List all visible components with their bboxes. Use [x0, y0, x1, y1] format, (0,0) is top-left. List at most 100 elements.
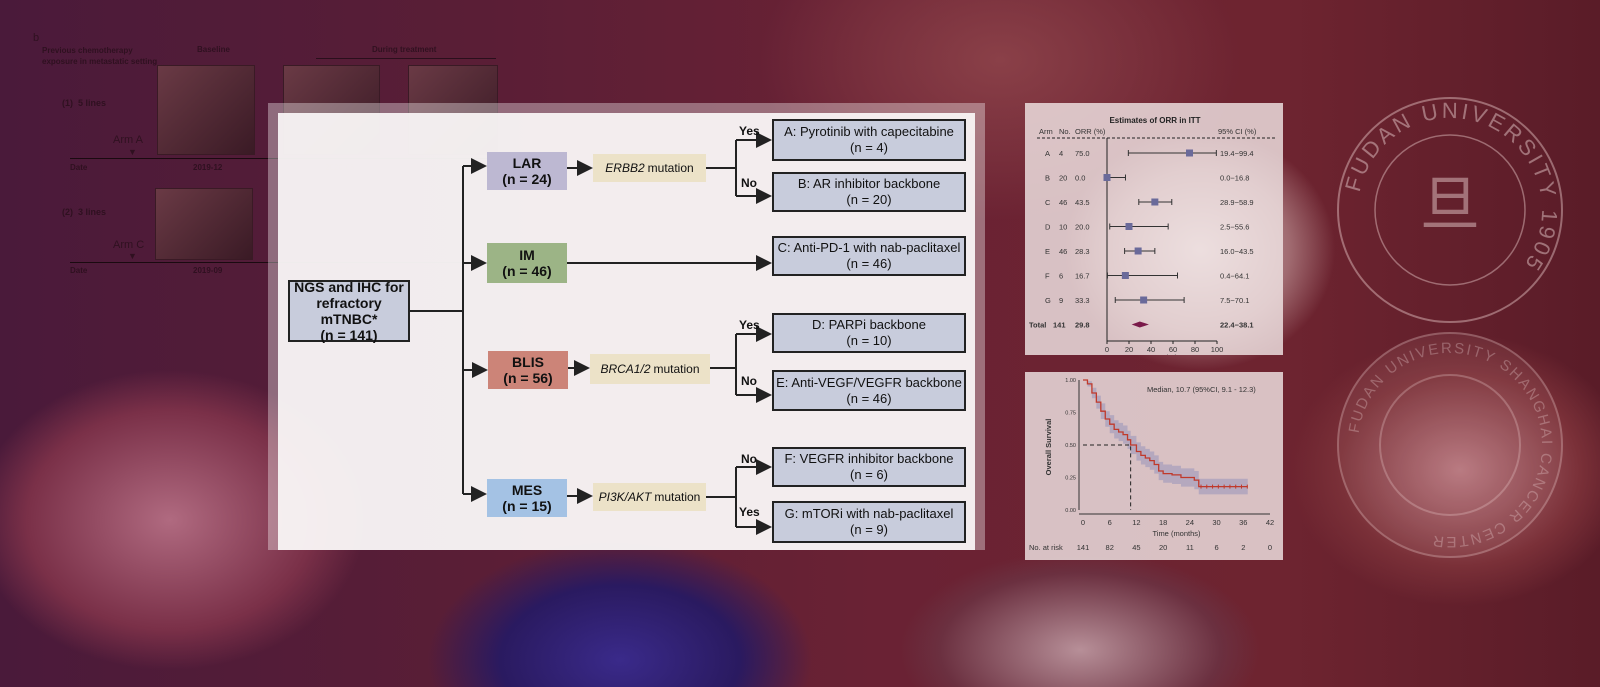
row-arm: Total: [1029, 321, 1046, 330]
x-tick-label: 6: [1108, 518, 1112, 527]
row-orr: 16.7: [1075, 272, 1090, 281]
arm-e-box: E: Anti-VEGF/VEGFR backbone (n = 46): [772, 370, 966, 411]
y-tick-label: 0.50: [1065, 443, 1076, 449]
row-orr: 43.5: [1075, 198, 1090, 207]
row-orr: 33.3: [1075, 296, 1090, 305]
root-node-ngs-ihc: NGS and IHC for refractory mTNBC* (n = 1…: [288, 279, 410, 343]
row-index: (1) 5 lines: [62, 98, 107, 108]
row-no: 4: [1059, 149, 1063, 158]
mutation-brca: BRCA1/2 mutation: [590, 354, 710, 384]
y-tick-label: 0.75: [1065, 411, 1076, 417]
median-annotation: Median, 10.7 (95%CI, 9.1 - 12.3): [1147, 385, 1256, 394]
subtype-lar: LAR (n = 24): [487, 152, 567, 190]
subtype-count: (n = 15): [502, 498, 552, 514]
branch-yes: Yes: [739, 124, 760, 138]
row-ci: 16.0−43.5: [1220, 247, 1254, 256]
triangle-marker-icon: ▼: [128, 147, 137, 157]
x-axis-label: Time (months): [1152, 529, 1201, 538]
median-reference-line: [1083, 444, 1132, 510]
x-tick-label: 18: [1159, 518, 1167, 527]
row-orr: 75.0: [1075, 149, 1090, 158]
forest-plot-panel: Estimates of ORR in ITT Arm No. ORR (%) 95% …: [1025, 103, 1283, 362]
arm-f-box: F: VEGFR inhibitor backbone (n = 6): [772, 447, 966, 487]
ct-scan-image: [157, 65, 255, 155]
arm-label: A: Pyrotinib with capecitabine: [784, 124, 954, 139]
ct-scan-image: [155, 188, 253, 260]
baseline-label: Baseline: [197, 45, 230, 54]
row-index: (2) 3 lines: [62, 207, 107, 217]
subtype-count: (n = 24): [502, 171, 552, 187]
triangle-marker-icon: ▼: [128, 251, 137, 261]
y-axis-label: Overall Survival: [1044, 419, 1053, 476]
column-header: 95% CI (%): [1218, 127, 1257, 136]
subtype-name: IM: [519, 247, 535, 263]
forest-plot: Estimates of ORR in ITT Arm No. ORR (%) 95% …: [1029, 116, 1275, 362]
root-line2: refractory mTNBC*: [316, 295, 382, 327]
date-value: 2019-12: [193, 163, 223, 172]
at-risk-count: 82: [1106, 543, 1114, 552]
arm-d-box: D: PARPi backbone (n = 10): [772, 313, 966, 353]
fudan-university-seal-logo: FUDAN UNIVERSITY 1905 旦: [1337, 97, 1563, 323]
at-risk-count: 2: [1241, 543, 1245, 552]
arm-count: (n = 6): [850, 467, 888, 482]
gene-name: ERBB2: [605, 161, 645, 175]
point-estimate: [1121, 272, 1129, 279]
subtype-name: LAR: [512, 155, 542, 171]
subtype-name: MES: [511, 482, 543, 498]
root-count: (n = 141): [320, 327, 378, 343]
subtype-mes: MES (n = 15): [487, 479, 567, 517]
branch-no: No: [741, 176, 757, 190]
x-tick-label: 36: [1239, 518, 1247, 527]
row-ci: 0.0−16.8: [1220, 174, 1249, 183]
mutation-erbb2: ERBB2 mutation: [593, 154, 706, 182]
total-diamond: [1131, 321, 1149, 328]
subtype-count: (n = 56): [503, 370, 553, 386]
y-tick-label: 1.00: [1065, 378, 1076, 384]
row-arm: G: [1045, 296, 1051, 305]
during-treatment-label: During treatment: [372, 45, 437, 54]
x-axis-label: ORR (%): [1147, 353, 1178, 355]
point-estimate: [1186, 149, 1193, 157]
at-risk-count: 20: [1159, 543, 1167, 552]
row-no: 46: [1059, 198, 1067, 207]
at-risk-count: 0: [1268, 543, 1272, 552]
arm-b-box: B: AR inhibitor backbone (n = 20): [772, 172, 966, 212]
row-ci: 19.4−99.4: [1220, 149, 1254, 158]
arm-count: (n = 46): [846, 390, 892, 406]
date-label: Date: [70, 266, 88, 275]
y-tick-label: 0.00: [1065, 508, 1076, 514]
arm-count: (n = 4): [850, 140, 888, 155]
chart-title: Estimates of ORR in ITT: [1109, 116, 1200, 125]
x-tick-label: 80: [1191, 345, 1199, 354]
row-orr: 20.0: [1075, 223, 1090, 232]
column-header: ORR (%): [1075, 127, 1106, 136]
mutation-suffix: mutation: [654, 490, 701, 504]
divider: [316, 58, 496, 59]
row-arm: D: [1045, 223, 1051, 232]
gene-name: BRCA1/2: [600, 362, 651, 376]
arm-label: D: PARPi backbone: [812, 317, 926, 332]
column-header: No.: [1059, 127, 1071, 136]
row-no: 10: [1059, 223, 1067, 232]
arm-label: G: mTORi with nab-paclitaxel: [784, 506, 954, 521]
x-tick-label: 30: [1212, 518, 1220, 527]
arm-count: (n = 9): [850, 522, 888, 537]
figure-header: Previous chemotherapy exposure in metast…: [42, 46, 158, 66]
x-tick-label: 0: [1105, 345, 1109, 354]
date-value: 2019-09: [193, 266, 223, 275]
row-arm: E: [1045, 247, 1050, 256]
arm-count: (n = 46): [846, 256, 892, 271]
point-estimate: [1151, 198, 1159, 206]
x-tick-label: 12: [1132, 518, 1140, 527]
arm-label: E: Anti-VEGF/VEGFR backbone: [776, 374, 962, 390]
arm-label: C: Anti-PD-1 with nab-paclitaxel: [777, 240, 961, 255]
row-ci: 7.5−70.1: [1220, 296, 1249, 305]
at-risk-count: 45: [1132, 543, 1140, 552]
row-no: 9: [1059, 296, 1063, 305]
x-tick-label: 60: [1169, 345, 1177, 354]
date-label: Date: [70, 163, 88, 172]
arm-c-box: C: Anti-PD-1 with nab-paclitaxel (n = 46): [772, 236, 966, 276]
x-tick-label: 24: [1186, 518, 1194, 527]
confidence-band: [1083, 380, 1248, 496]
arm-label: B: AR inhibitor backbone: [797, 176, 941, 191]
